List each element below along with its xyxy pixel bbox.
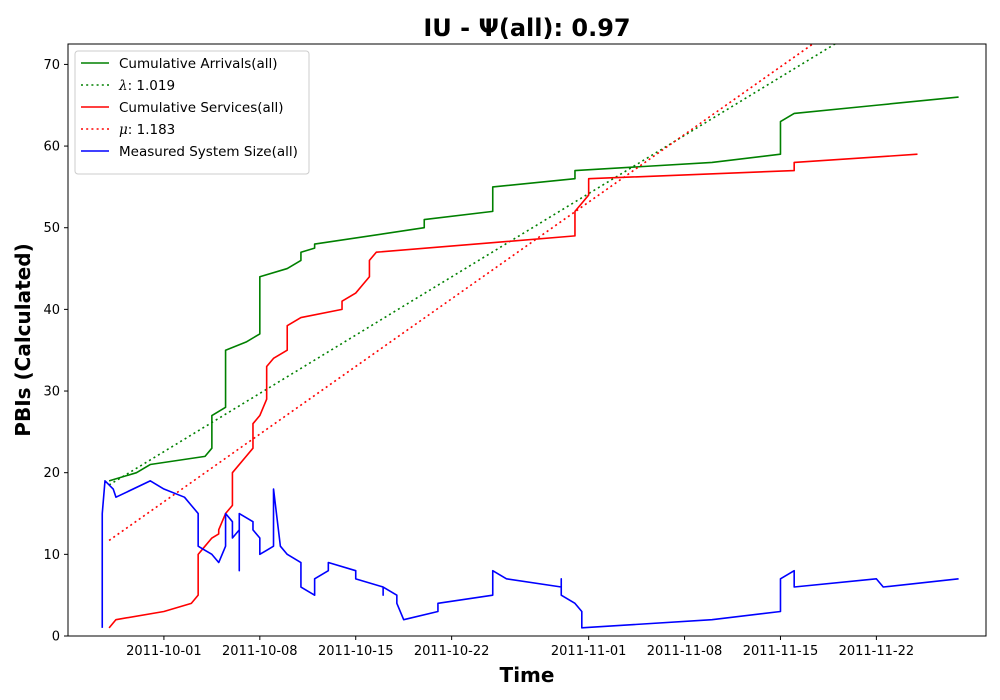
y-tick-label: 30 [43,385,60,400]
y-tick-label: 20 [43,466,60,481]
legend-label: λ: 1.019 [118,78,175,94]
y-tick-label: 70 [43,58,60,73]
series-line-1 [108,96,959,482]
x-tick-label: 2011-10-22 [414,644,490,659]
x-axis-title: Time [500,663,555,687]
x-tick-label: 2011-11-15 [743,644,819,659]
plot-area [101,44,959,629]
y-tick-label: 0 [52,630,60,645]
legend-box [74,50,310,175]
y-tick-label: 60 [43,140,60,155]
legend-label: Cumulative Arrivals(all) [119,56,278,72]
legend-label: Cumulative Services(all) [119,100,284,116]
x-tick-label: 2011-10-08 [222,644,298,659]
y-tick-label: 40 [43,303,60,318]
series-line-5 [101,480,959,629]
y-tick-label: 10 [43,548,60,563]
series-line-2 [108,44,837,486]
chart-title: IU - Ψ(all): 0.97 [423,14,630,42]
legend: Cumulative Arrivals(all) λ: 1.019 Cumulati… [74,50,310,175]
x-tick-label: 2011-10-15 [318,644,394,659]
axes: 2011-10-01 2011-10-08 2011-10-15 2011-10-22… [43,58,914,659]
legend-label: μ: 1.183 [119,122,175,138]
legend-label: Measured System Size(all) [119,144,298,160]
plot-frame [67,43,987,637]
series-line-4 [108,44,815,542]
series-line-3 [108,153,918,629]
y-axis-title: PBIs (Calculated) [11,243,35,436]
x-tick-label: 2011-11-22 [839,644,915,659]
x-tick-label: 2011-10-01 [126,644,202,659]
x-tick-label: 2011-11-01 [551,644,627,659]
y-tick-label: 50 [43,221,60,236]
x-tick-label: 2011-11-08 [647,644,723,659]
